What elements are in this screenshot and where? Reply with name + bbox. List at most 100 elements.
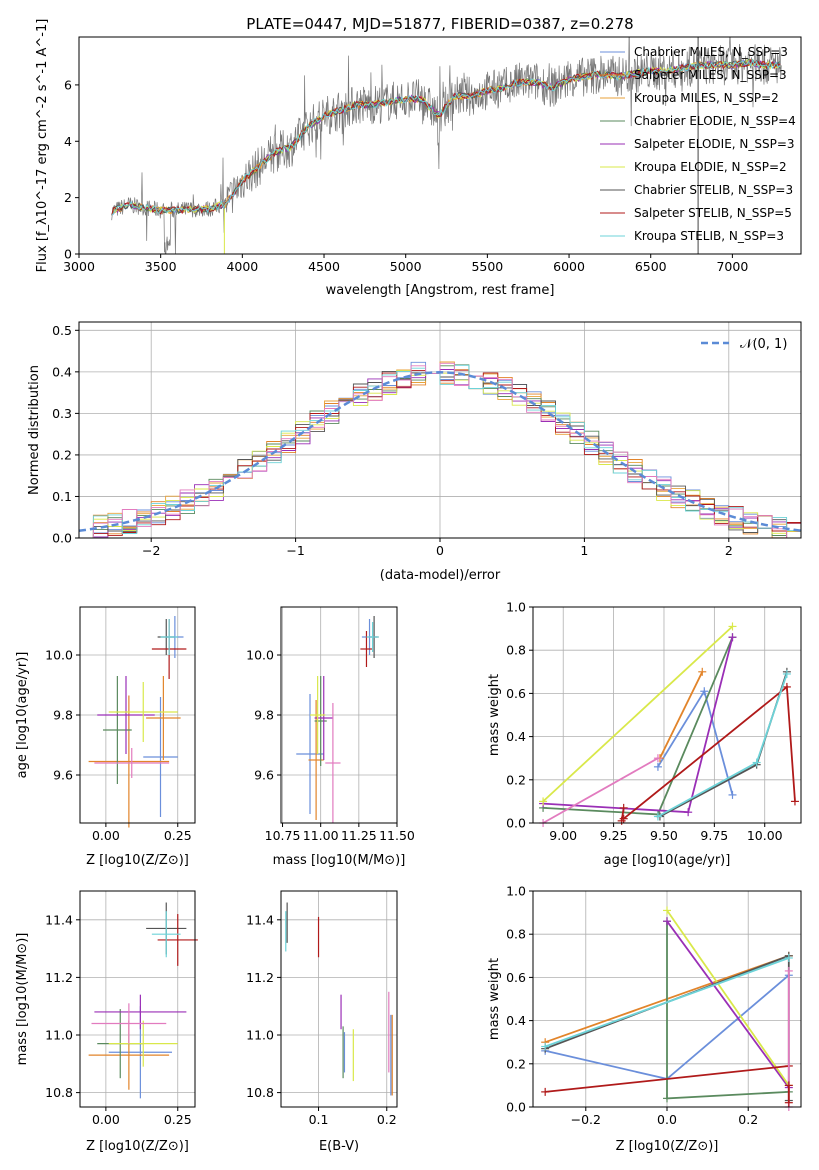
tick-label-x: 10.00	[747, 828, 783, 843]
legend-label: Kroupa MILES, N_SSP=2	[634, 91, 779, 105]
tick-label-x: 4000	[226, 259, 258, 274]
tick-label-x: 11.50	[379, 828, 415, 843]
series-line	[543, 636, 734, 814]
tick-label-y: 11.0	[45, 1028, 73, 1043]
figure-title: PLATE=0447, MJD=51877, FIBERID=0387, z=0…	[246, 15, 633, 33]
series-line	[666, 909, 790, 1086]
tick-label-x: 3000	[63, 259, 95, 274]
tick-label-x: 6500	[635, 259, 667, 274]
tick-label-x: 6000	[553, 259, 585, 274]
spectrum-data-line	[111, 37, 782, 254]
legend-label: Salpeter MILES, N_SSP=3	[634, 68, 787, 82]
tick-label-y: 6	[64, 77, 72, 92]
tick-label-x: 11.00	[303, 828, 339, 843]
tick-label-y: 0.2	[52, 447, 72, 462]
tick-label-x: 9.75	[700, 828, 728, 843]
spectrum-model-line	[111, 58, 781, 216]
tick-label-y: 4	[64, 134, 72, 149]
axes-frame	[78, 321, 802, 539]
tick-label-y: 9.8	[53, 708, 73, 723]
tick-label-x: −0.2	[571, 1112, 601, 1127]
y-axis-label: mass weight	[487, 958, 502, 1040]
x-axis-label: age [log10(age/yr)]	[604, 853, 731, 868]
x-axis-label: mass [log10(M/M⊙)]	[273, 853, 406, 868]
age_vs_Z-panel: 0.00 0.25 9.6 9.8 10.0 Z [log10(Z/Z⊙)] age [lo…	[15, 606, 196, 868]
weight_vs_Z-panel: −0.2 0.0 0.2 0.0 0.2 0.4 0.6 0.8 1.0 Z [log10(Z/Z…	[487, 884, 802, 1154]
tick-label-y: 1.0	[506, 600, 526, 615]
tick-label-x: 0.2	[377, 1112, 397, 1127]
y-axis-label: age [log10(age/yr)]	[15, 652, 30, 779]
y-axis-label: Flux [f_λ10^-17 erg cm^-2 s^-1 A^-1]	[35, 19, 50, 273]
tick-label-y: 0.6	[506, 970, 526, 985]
legend-label: Kroupa ELODIE, N_SSP=2	[634, 160, 787, 174]
tick-label-y: 11.4	[246, 912, 274, 927]
histogram-step	[79, 362, 801, 539]
tick-label-x: 0.25	[164, 1112, 192, 1127]
mass_vs_Z-panel: 0.00 0.25 10.8 11.0 11.2 11.4 Z [log10(Z/Z⊙)] m…	[15, 890, 198, 1154]
x-axis-label: (data-model)/error	[380, 568, 501, 583]
tick-label-x: 3500	[145, 259, 177, 274]
tick-label-y: 10.8	[246, 1085, 274, 1100]
tick-label-y: 0.1	[52, 489, 72, 504]
y-axis-label: mass [log10(M/M⊙)]	[15, 933, 30, 1066]
weight_vs_age-panel: 9.00 9.25 9.50 9.75 10.00 0.0 0.2 0.4 0.6 0.8 1.0 a…	[487, 600, 802, 868]
axes-frame	[532, 606, 802, 824]
tick-label-y: 0.0	[506, 1100, 526, 1115]
mass_vs_ebv-panel: 0.1 0.2 10.8 11.0 11.2 11.4 E(B-V)	[246, 890, 398, 1154]
tick-label-y: 0.8	[506, 927, 526, 942]
tick-label-y: 0.0	[506, 816, 526, 831]
series-line	[657, 673, 788, 818]
legend-label: Salpeter STELIB, N_SSP=5	[634, 206, 792, 220]
tick-label-x: 5000	[390, 259, 422, 274]
tick-label-y: 11.2	[246, 970, 274, 985]
tick-label-x: −2	[142, 543, 160, 558]
tick-label-x: 11.25	[341, 828, 377, 843]
tick-label-y: 0.0	[52, 531, 72, 546]
series-line	[666, 920, 790, 1089]
tick-label-y: 11.2	[45, 970, 73, 985]
series-line	[544, 957, 790, 1048]
legend-label: Chabrier STELIB, N_SSP=3	[634, 183, 793, 197]
tick-label-x: 0.0	[657, 1112, 677, 1127]
tick-label-x: 7000	[716, 259, 748, 274]
x-axis-label: wavelength [Angstrom, rest frame]	[326, 283, 555, 298]
tick-label-y: 0.2	[506, 1056, 526, 1071]
tick-label-x: 0.25	[164, 828, 192, 843]
tick-label-y: 0.5	[52, 323, 72, 338]
axes-frame	[79, 890, 196, 1108]
tick-label-y: 10.0	[246, 648, 274, 663]
tick-label-y: 11.4	[45, 912, 73, 927]
tick-label-x: 10.75	[265, 828, 301, 843]
series-line	[545, 1065, 789, 1093]
tick-label-x: 0.1	[309, 1112, 329, 1127]
axes-frame	[280, 890, 398, 1108]
x-axis-label: Z [log10(Z/Z⊙)]	[616, 1139, 719, 1154]
tick-label-y: 2	[64, 190, 72, 205]
tick-label-y: 0.8	[506, 643, 526, 658]
spectrum-panel: 3000 3500 4000 4500 5000 5500 6000 6500 7000 0 2 4 6…	[35, 19, 802, 298]
gaussian-line	[78, 371, 802, 532]
tick-label-x: 4500	[308, 259, 340, 274]
y-axis-label: Normed distribution	[27, 365, 42, 495]
tick-label-x: 9.50	[650, 828, 678, 843]
tick-label-x: 5500	[471, 259, 503, 274]
histogram-step	[79, 364, 801, 539]
tick-label-y: 9.8	[254, 708, 274, 723]
legend-label: 𝒩(0, 1)	[740, 337, 787, 352]
tick-label-x: 0.00	[92, 828, 120, 843]
tick-label-y: 11.0	[246, 1028, 274, 1043]
axes-frame	[280, 606, 398, 824]
legend-label: Salpeter ELODIE, N_SSP=3	[634, 137, 795, 151]
axes-frame	[532, 890, 802, 1108]
x-axis-label: E(B-V)	[319, 1139, 359, 1154]
axes-frame	[79, 606, 196, 824]
axes-frame	[78, 36, 802, 255]
tick-label-y: 10.8	[45, 1085, 73, 1100]
tick-label-x: 0	[436, 543, 444, 558]
tick-label-y: 9.6	[53, 768, 73, 783]
legend-label: Chabrier MILES, N_SSP=3	[634, 45, 788, 59]
histogram-panel: −2 −1 0 1 2 0.0 0.1 0.2 0.3 0.4 0.5 (data-model)/er…	[27, 321, 802, 583]
age_vs_mass-panel: 10.75 11.00 11.25 11.50 9.6 9.8 10.0 mass [log1…	[246, 606, 415, 868]
tick-label-y: 0.4	[506, 729, 526, 744]
